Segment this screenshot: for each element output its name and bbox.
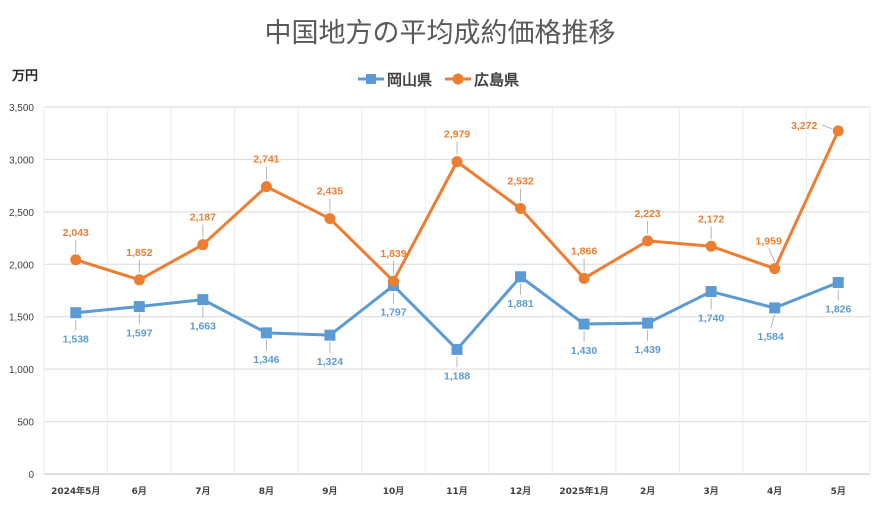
data-label-okayama: 1,826	[825, 304, 851, 316]
data-label-okayama: 1,188	[444, 370, 470, 382]
x-tick-label: 6月	[132, 486, 147, 497]
data-label-hiroshima: 2,172	[698, 213, 724, 225]
data-point-okayama	[197, 294, 209, 306]
data-label-hiroshima: 1,959	[756, 236, 782, 248]
data-point-hiroshima	[197, 239, 209, 251]
data-label-hiroshima: 3,272	[791, 120, 817, 132]
data-point-okayama	[642, 317, 654, 329]
data-label-hiroshima: 1,852	[126, 247, 152, 259]
legend-circle-marker	[452, 73, 464, 85]
data-label-okayama: 1,740	[698, 313, 724, 325]
data-point-okayama	[515, 271, 527, 283]
x-axis-ticks: 2024年5月 6月 7月 8月 9月 10月 11月 12月 2025年1月 2月 3月 4月 5月	[51, 485, 846, 497]
y-tick-label: 1,000	[9, 365, 34, 376]
data-label-hiroshima: 2,979	[444, 129, 470, 141]
data-label-hiroshima: 2,223	[634, 208, 660, 220]
data-label-hiroshima: 2,187	[190, 212, 216, 224]
data-point-hiroshima	[705, 240, 717, 252]
y-tick-label: 3,500	[9, 103, 34, 114]
x-tick-label: 10月	[383, 486, 405, 497]
data-point-okayama	[70, 307, 82, 319]
leader-line	[822, 124, 833, 130]
legend-item-hiroshima: 広島県	[445, 71, 519, 89]
label-leader-lines	[75, 124, 839, 368]
y-tick-label: 500	[17, 418, 34, 429]
x-tick-label: 4月	[767, 486, 782, 497]
x-tick-label: 2025年1月	[559, 485, 608, 497]
legend-square-marker	[366, 74, 376, 84]
x-tick-label: 5月	[831, 486, 846, 497]
x-tick-label: 9月	[322, 486, 337, 497]
data-point-okayama	[578, 318, 590, 330]
x-tick-label: 12月	[510, 486, 532, 497]
data-point-okayama	[260, 327, 272, 339]
data-label-okayama: 1,439	[634, 344, 660, 356]
leader-line	[768, 248, 776, 262]
chart-title: 中国地方の平均成約価格推移	[265, 18, 616, 49]
data-point-hiroshima	[133, 274, 145, 286]
data-label-hiroshima: 2,043	[63, 227, 89, 239]
data-label-okayama: 1,324	[317, 356, 343, 368]
data-point-okayama	[705, 286, 717, 298]
legend-item-okayama: 岡山県	[358, 71, 432, 89]
data-label-okayama: 1,881	[507, 298, 533, 310]
data-label-okayama: 1,538	[63, 334, 89, 346]
series-group	[70, 125, 844, 355]
data-label-okayama: 1,346	[253, 354, 279, 366]
x-tick-label: 3月	[704, 486, 719, 497]
data-label-hiroshima: 2,532	[507, 176, 533, 188]
data-label-hiroshima: 2,741	[253, 154, 279, 166]
data-point-hiroshima	[515, 203, 527, 215]
data-label-okayama: 1,430	[571, 345, 597, 357]
data-label-okayama: 1,663	[190, 321, 216, 333]
data-label-okayama: 1,584	[758, 331, 784, 343]
y-tick-label: 2,000	[9, 260, 34, 271]
data-point-hiroshima	[387, 275, 399, 287]
data-label-hiroshima: 1,839	[380, 248, 406, 260]
y-tick-label: 3,000	[9, 155, 34, 166]
data-point-hiroshima	[324, 213, 336, 225]
data-point-hiroshima	[769, 263, 781, 275]
legend-label-okayama: 岡山県	[387, 71, 432, 89]
data-point-hiroshima	[578, 272, 590, 284]
data-point-hiroshima	[642, 235, 654, 247]
y-tick-label: 2,500	[9, 208, 34, 219]
data-point-okayama	[451, 343, 463, 355]
data-label-hiroshima: 2,435	[317, 186, 343, 198]
x-tick-label: 2024年5月	[51, 485, 100, 497]
x-tick-label: 8月	[259, 486, 274, 497]
data-point-okayama	[832, 277, 844, 289]
data-label-okayama: 1,797	[380, 307, 406, 319]
data-point-hiroshima	[832, 125, 844, 137]
legend: 岡山県 広島県	[358, 71, 519, 89]
x-tick-label: 7月	[195, 486, 210, 497]
x-tick-label: 2月	[640, 486, 655, 497]
gridlines	[43, 106, 871, 475]
leader-line	[770, 314, 776, 329]
y-axis-unit-label: 万円	[11, 69, 38, 84]
data-point-okayama	[769, 302, 781, 314]
data-labels: 1,538 1,597 1,663 1,346 1,324 1,797 1,188 1,881…	[63, 120, 852, 383]
legend-label-hiroshima: 広島県	[474, 71, 519, 89]
y-axis-ticks: 0 500 1,000 1,500 2,000 2,500 3,000 3,500	[9, 103, 34, 481]
data-point-hiroshima	[70, 254, 82, 266]
data-point-hiroshima	[451, 156, 463, 168]
x-tick-label: 11月	[446, 486, 468, 497]
data-point-okayama	[133, 301, 145, 313]
data-point-okayama	[324, 329, 336, 341]
data-label-hiroshima: 1,866	[571, 245, 597, 257]
data-label-okayama: 1,597	[126, 328, 152, 340]
y-tick-label: 0	[28, 470, 34, 481]
data-point-hiroshima	[260, 181, 272, 193]
y-tick-label: 1,500	[9, 313, 34, 324]
